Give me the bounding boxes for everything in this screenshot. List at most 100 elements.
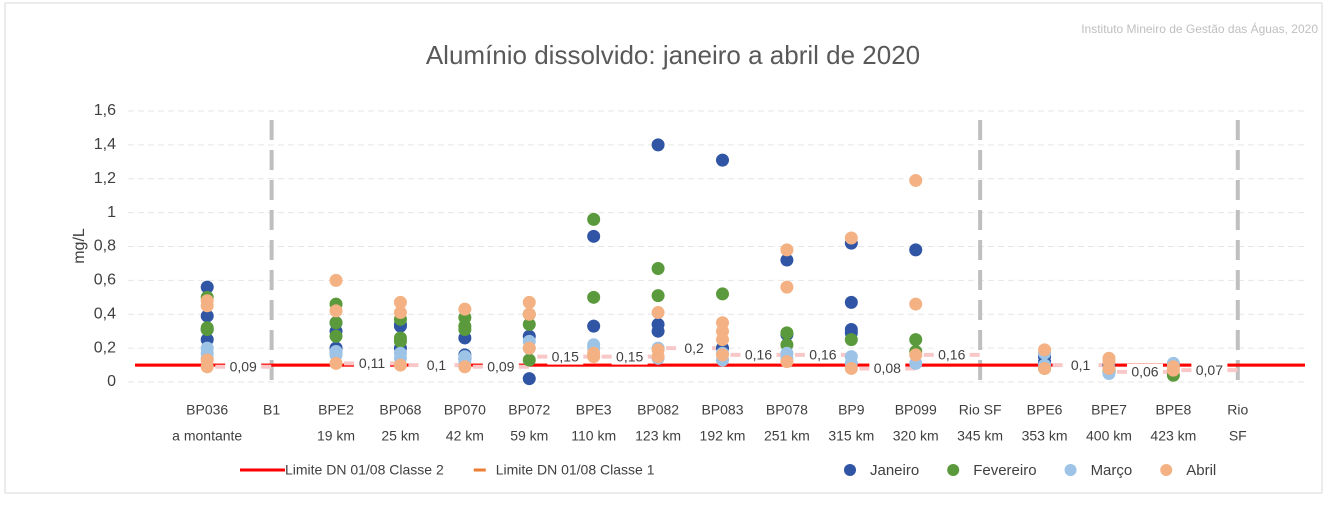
legend-swatch — [844, 464, 856, 476]
point — [780, 253, 794, 267]
data-label: 0,15 — [616, 348, 643, 364]
x-tick-label: BPE7 — [1091, 402, 1127, 418]
point — [522, 353, 536, 367]
x-tick-label: 315 km — [828, 428, 874, 444]
x-tick-label: BPE6 — [1027, 402, 1063, 418]
x-tick-label: BP078 — [766, 402, 808, 418]
x-tick-label: 19 km — [317, 428, 355, 444]
x-tick-label: 353 km — [1022, 428, 1068, 444]
y-tick-label: 0,8 — [94, 238, 116, 255]
legend-label: Março — [1091, 462, 1133, 479]
y-tick-label: 1,6 — [94, 102, 116, 119]
x-tick-label: BP082 — [637, 402, 679, 418]
point — [587, 212, 601, 226]
x-tick-label: Rio — [1227, 402, 1248, 418]
y-tick-label: 1 — [107, 204, 116, 221]
data-label: 0,16 — [938, 347, 965, 363]
summary-label-bg — [225, 358, 262, 375]
point — [458, 322, 472, 336]
x-tick-label: 42 km — [446, 428, 484, 444]
x-tick-label: 345 km — [957, 428, 1003, 444]
x-tick-label: BP9 — [838, 402, 865, 418]
point — [651, 350, 665, 364]
point — [909, 297, 923, 311]
x-tick-label: BP083 — [701, 402, 743, 418]
point — [651, 289, 665, 303]
data-label: 0,07 — [1196, 362, 1223, 378]
x-tick-label: BP099 — [895, 402, 937, 418]
point — [458, 302, 472, 316]
data-label: 0,16 — [809, 347, 836, 363]
data-label: 0,08 — [874, 360, 901, 376]
chart-title: Alumínio dissolvido: janeiro a abril de … — [426, 40, 920, 70]
point — [909, 173, 923, 187]
point — [587, 350, 601, 364]
point — [844, 231, 858, 245]
point — [716, 348, 729, 362]
summary-label-bg — [1191, 362, 1228, 379]
x-tick-label: B1 — [263, 402, 280, 418]
point — [716, 287, 729, 301]
point — [200, 280, 214, 294]
x-tick-label: BP036 — [186, 402, 228, 418]
point — [909, 243, 923, 257]
point — [1102, 361, 1116, 375]
y-axis-label: mg/L — [71, 228, 88, 264]
x-tick-label: 110 km — [571, 428, 616, 444]
x-tick-label: BP072 — [508, 402, 550, 418]
summary-label-bg — [1062, 357, 1099, 374]
point — [909, 333, 923, 347]
x-tick-label: Rio SF — [959, 402, 1002, 418]
point — [587, 229, 601, 243]
legend-label: Limite DN 01/08 Classe 2 — [285, 462, 444, 478]
data-label: 0,2 — [684, 340, 704, 356]
point — [780, 326, 794, 340]
point — [329, 304, 343, 318]
point — [1038, 343, 1052, 357]
x-tick-label: 25 km — [381, 428, 419, 444]
point — [393, 358, 407, 372]
y-tick-label: 0,4 — [94, 305, 116, 322]
summary-label-bg — [547, 348, 584, 365]
point — [780, 280, 794, 294]
x-tick-label: a montante — [172, 428, 242, 444]
point — [1038, 361, 1052, 375]
point — [780, 243, 794, 257]
summary-label-bg — [611, 348, 648, 365]
summary-label-bg — [482, 358, 519, 375]
point — [651, 306, 665, 320]
x-tick-label: BPE3 — [576, 402, 612, 418]
point — [200, 360, 214, 374]
point — [587, 319, 601, 333]
y-tick-label: 1,2 — [94, 170, 116, 187]
summary-label-bg — [1126, 363, 1163, 380]
point — [522, 372, 536, 386]
source: Instituto Mineiro de Gestão das Águas, 2… — [1081, 21, 1318, 36]
point — [651, 324, 665, 338]
point — [393, 306, 407, 320]
point — [329, 316, 343, 330]
x-tick-label: BPE8 — [1155, 402, 1191, 418]
x-tick-label: 400 km — [1086, 428, 1132, 444]
point — [458, 360, 472, 374]
point — [1166, 363, 1180, 377]
point — [329, 356, 343, 370]
point — [393, 295, 407, 309]
point — [329, 329, 343, 343]
x-tick-label: BPE2 — [318, 402, 354, 418]
point — [200, 299, 214, 313]
data-label: 0,15 — [552, 348, 579, 364]
summary-label-bg — [676, 340, 713, 357]
point — [651, 262, 665, 276]
x-tick-label: BP070 — [444, 402, 486, 418]
legend-label: Fevereiro — [973, 462, 1036, 479]
point — [522, 307, 536, 321]
x-tick-label: 192 km — [700, 428, 746, 444]
summary-label-bg — [933, 346, 970, 363]
chart-border — [4, 2, 1323, 494]
point — [716, 153, 729, 167]
point — [844, 333, 858, 347]
point — [522, 317, 536, 331]
x-tick-label: BP068 — [379, 402, 421, 418]
